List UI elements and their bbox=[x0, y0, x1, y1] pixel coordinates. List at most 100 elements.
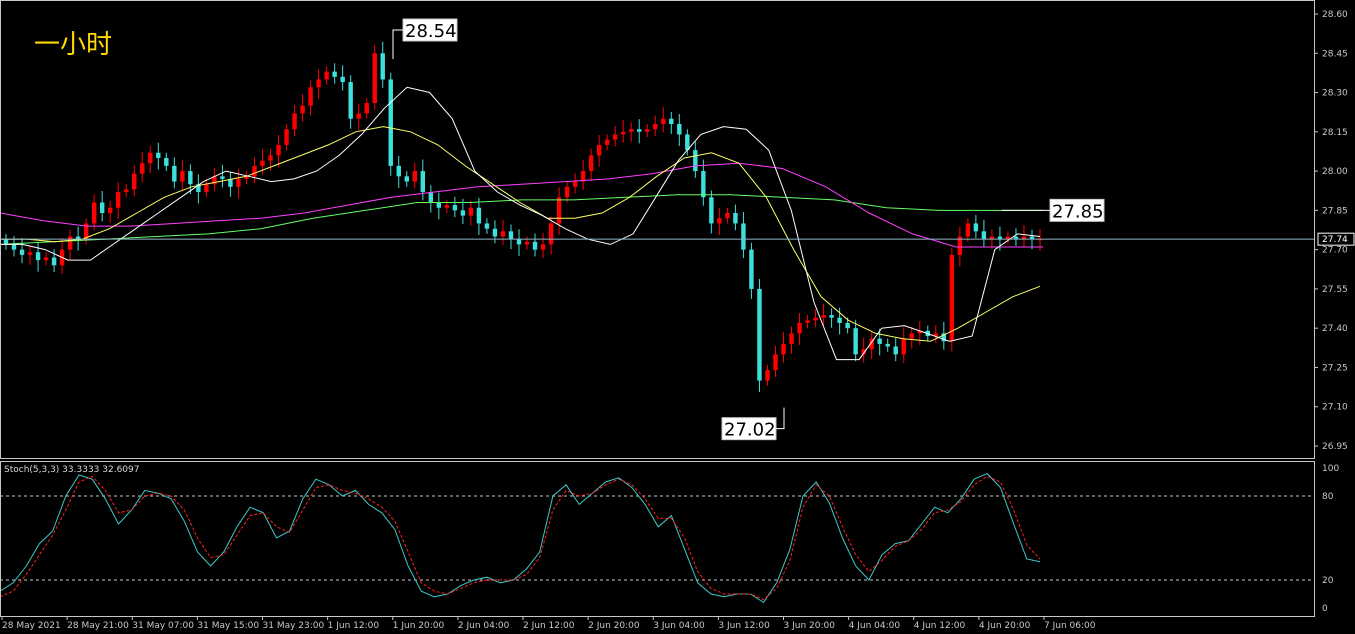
candle-body bbox=[797, 322, 802, 334]
time-tick-label: 4 Jun 20:00 bbox=[979, 621, 1031, 631]
price-tick-label: 27.70 bbox=[1322, 246, 1348, 256]
annotation-connector bbox=[776, 407, 785, 430]
stochastic-chart[interactable] bbox=[0, 473, 1314, 604]
time-tick-label: 7 Jun 06:00 bbox=[1044, 621, 1096, 631]
candle-body bbox=[1021, 236, 1027, 240]
candle-body bbox=[484, 223, 490, 229]
candle-body bbox=[548, 223, 554, 245]
candle-body bbox=[893, 346, 898, 355]
price-tick-label: 26.95 bbox=[1322, 442, 1348, 452]
candle-body bbox=[116, 192, 121, 208]
stoch-tick-label: 0 bbox=[1322, 604, 1328, 614]
candle-body bbox=[829, 315, 834, 318]
candle-body bbox=[372, 53, 377, 104]
candle-body bbox=[27, 252, 33, 255]
time-tick-label: 4 Jun 04:00 bbox=[849, 621, 901, 631]
timeframe-label: 一小时 bbox=[34, 30, 113, 60]
candle-body bbox=[276, 144, 281, 156]
time-tick-label: 2 Jun 04:00 bbox=[458, 621, 510, 631]
price-tick-label: 28.00 bbox=[1322, 167, 1348, 177]
candle-body bbox=[228, 178, 233, 187]
candle-body bbox=[51, 257, 57, 266]
candle-body bbox=[1029, 236, 1035, 240]
candle-body bbox=[500, 231, 506, 237]
candle-body bbox=[284, 129, 289, 145]
candle-body bbox=[468, 207, 474, 216]
candle-body bbox=[877, 338, 882, 344]
candle-body bbox=[653, 123, 658, 130]
time-tick-label: 1 Jun 20:00 bbox=[393, 621, 445, 631]
stoch-main-line bbox=[0, 473, 1041, 604]
time-tick-label: 2 Jun 12:00 bbox=[523, 621, 575, 631]
candle-body bbox=[701, 171, 706, 198]
candle-body bbox=[316, 79, 321, 88]
stoch-frame bbox=[0, 461, 1315, 617]
candle-body bbox=[669, 118, 674, 124]
main-frame bbox=[0, 0, 1315, 459]
time-tick-label: 28 May 2021 bbox=[2, 621, 61, 631]
stoch-tick-label: 80 bbox=[1322, 492, 1334, 502]
candle-body bbox=[324, 71, 329, 80]
candle-body bbox=[637, 129, 642, 132]
price-annotation-label: 27.02 bbox=[724, 420, 776, 441]
candle-body bbox=[516, 239, 522, 245]
candle-body bbox=[564, 186, 570, 198]
candle-body bbox=[300, 105, 305, 114]
price-tick-label: 28.15 bbox=[1322, 128, 1348, 138]
candle-body bbox=[292, 113, 297, 130]
candle-body bbox=[420, 171, 426, 193]
candle-body bbox=[989, 236, 995, 240]
candle-body bbox=[67, 236, 73, 250]
candle-body bbox=[869, 338, 874, 350]
candle-body bbox=[805, 320, 810, 323]
candle-body bbox=[260, 160, 265, 166]
candle-body bbox=[813, 317, 818, 321]
candle-body bbox=[789, 333, 794, 344]
candle-body bbox=[620, 131, 626, 135]
candle-body bbox=[941, 333, 947, 342]
stoch-signal-line bbox=[0, 475, 1041, 601]
candle-body bbox=[957, 236, 963, 255]
candle-body bbox=[917, 330, 922, 334]
candle-body bbox=[180, 171, 185, 182]
candle-body bbox=[949, 254, 955, 342]
candle-body bbox=[508, 231, 514, 240]
candle-body bbox=[204, 184, 209, 193]
candle-body bbox=[933, 333, 939, 337]
candle-body bbox=[973, 223, 979, 232]
candle-body bbox=[356, 113, 361, 119]
price-tick-label: 27.25 bbox=[1322, 363, 1348, 373]
candle-body bbox=[853, 328, 858, 355]
candle-body bbox=[19, 249, 25, 255]
candle-body bbox=[148, 152, 153, 164]
candle-body bbox=[476, 207, 482, 224]
candle-body bbox=[580, 171, 586, 182]
price-tick-label: 28.60 bbox=[1322, 10, 1348, 20]
candle-body bbox=[83, 223, 89, 240]
price-annotation-label: 28.54 bbox=[405, 21, 457, 42]
candle-body bbox=[348, 82, 353, 119]
candle-body bbox=[364, 103, 369, 114]
time-tick-label: 3 Jun 12:00 bbox=[718, 621, 770, 631]
time-tick-label: 28 May 21:00 bbox=[67, 621, 129, 631]
candle-body bbox=[677, 123, 682, 135]
candle-body bbox=[733, 212, 738, 224]
candle-body bbox=[612, 134, 618, 140]
candle-body bbox=[981, 231, 987, 240]
candle-body bbox=[220, 176, 225, 179]
candle-body bbox=[781, 343, 786, 355]
candle-body bbox=[43, 257, 49, 261]
candle-body bbox=[107, 207, 113, 213]
candle-body bbox=[244, 176, 249, 179]
candle-body bbox=[35, 252, 41, 261]
price-tick-label: 28.45 bbox=[1322, 49, 1348, 59]
price-chart[interactable]: 28.54 27.85 27.02 bbox=[0, 18, 1314, 441]
ma-mid-line bbox=[0, 126, 1041, 342]
candle-body bbox=[3, 239, 9, 245]
time-tick-label: 3 Jun 20:00 bbox=[784, 621, 836, 631]
candle-body bbox=[845, 322, 850, 329]
stoch-tick-label: 20 bbox=[1322, 576, 1334, 586]
stoch-tick-label: 100 bbox=[1322, 464, 1339, 474]
ma-long-green-line bbox=[0, 194, 1043, 245]
time-tick-label: 2 Jun 20:00 bbox=[588, 621, 640, 631]
